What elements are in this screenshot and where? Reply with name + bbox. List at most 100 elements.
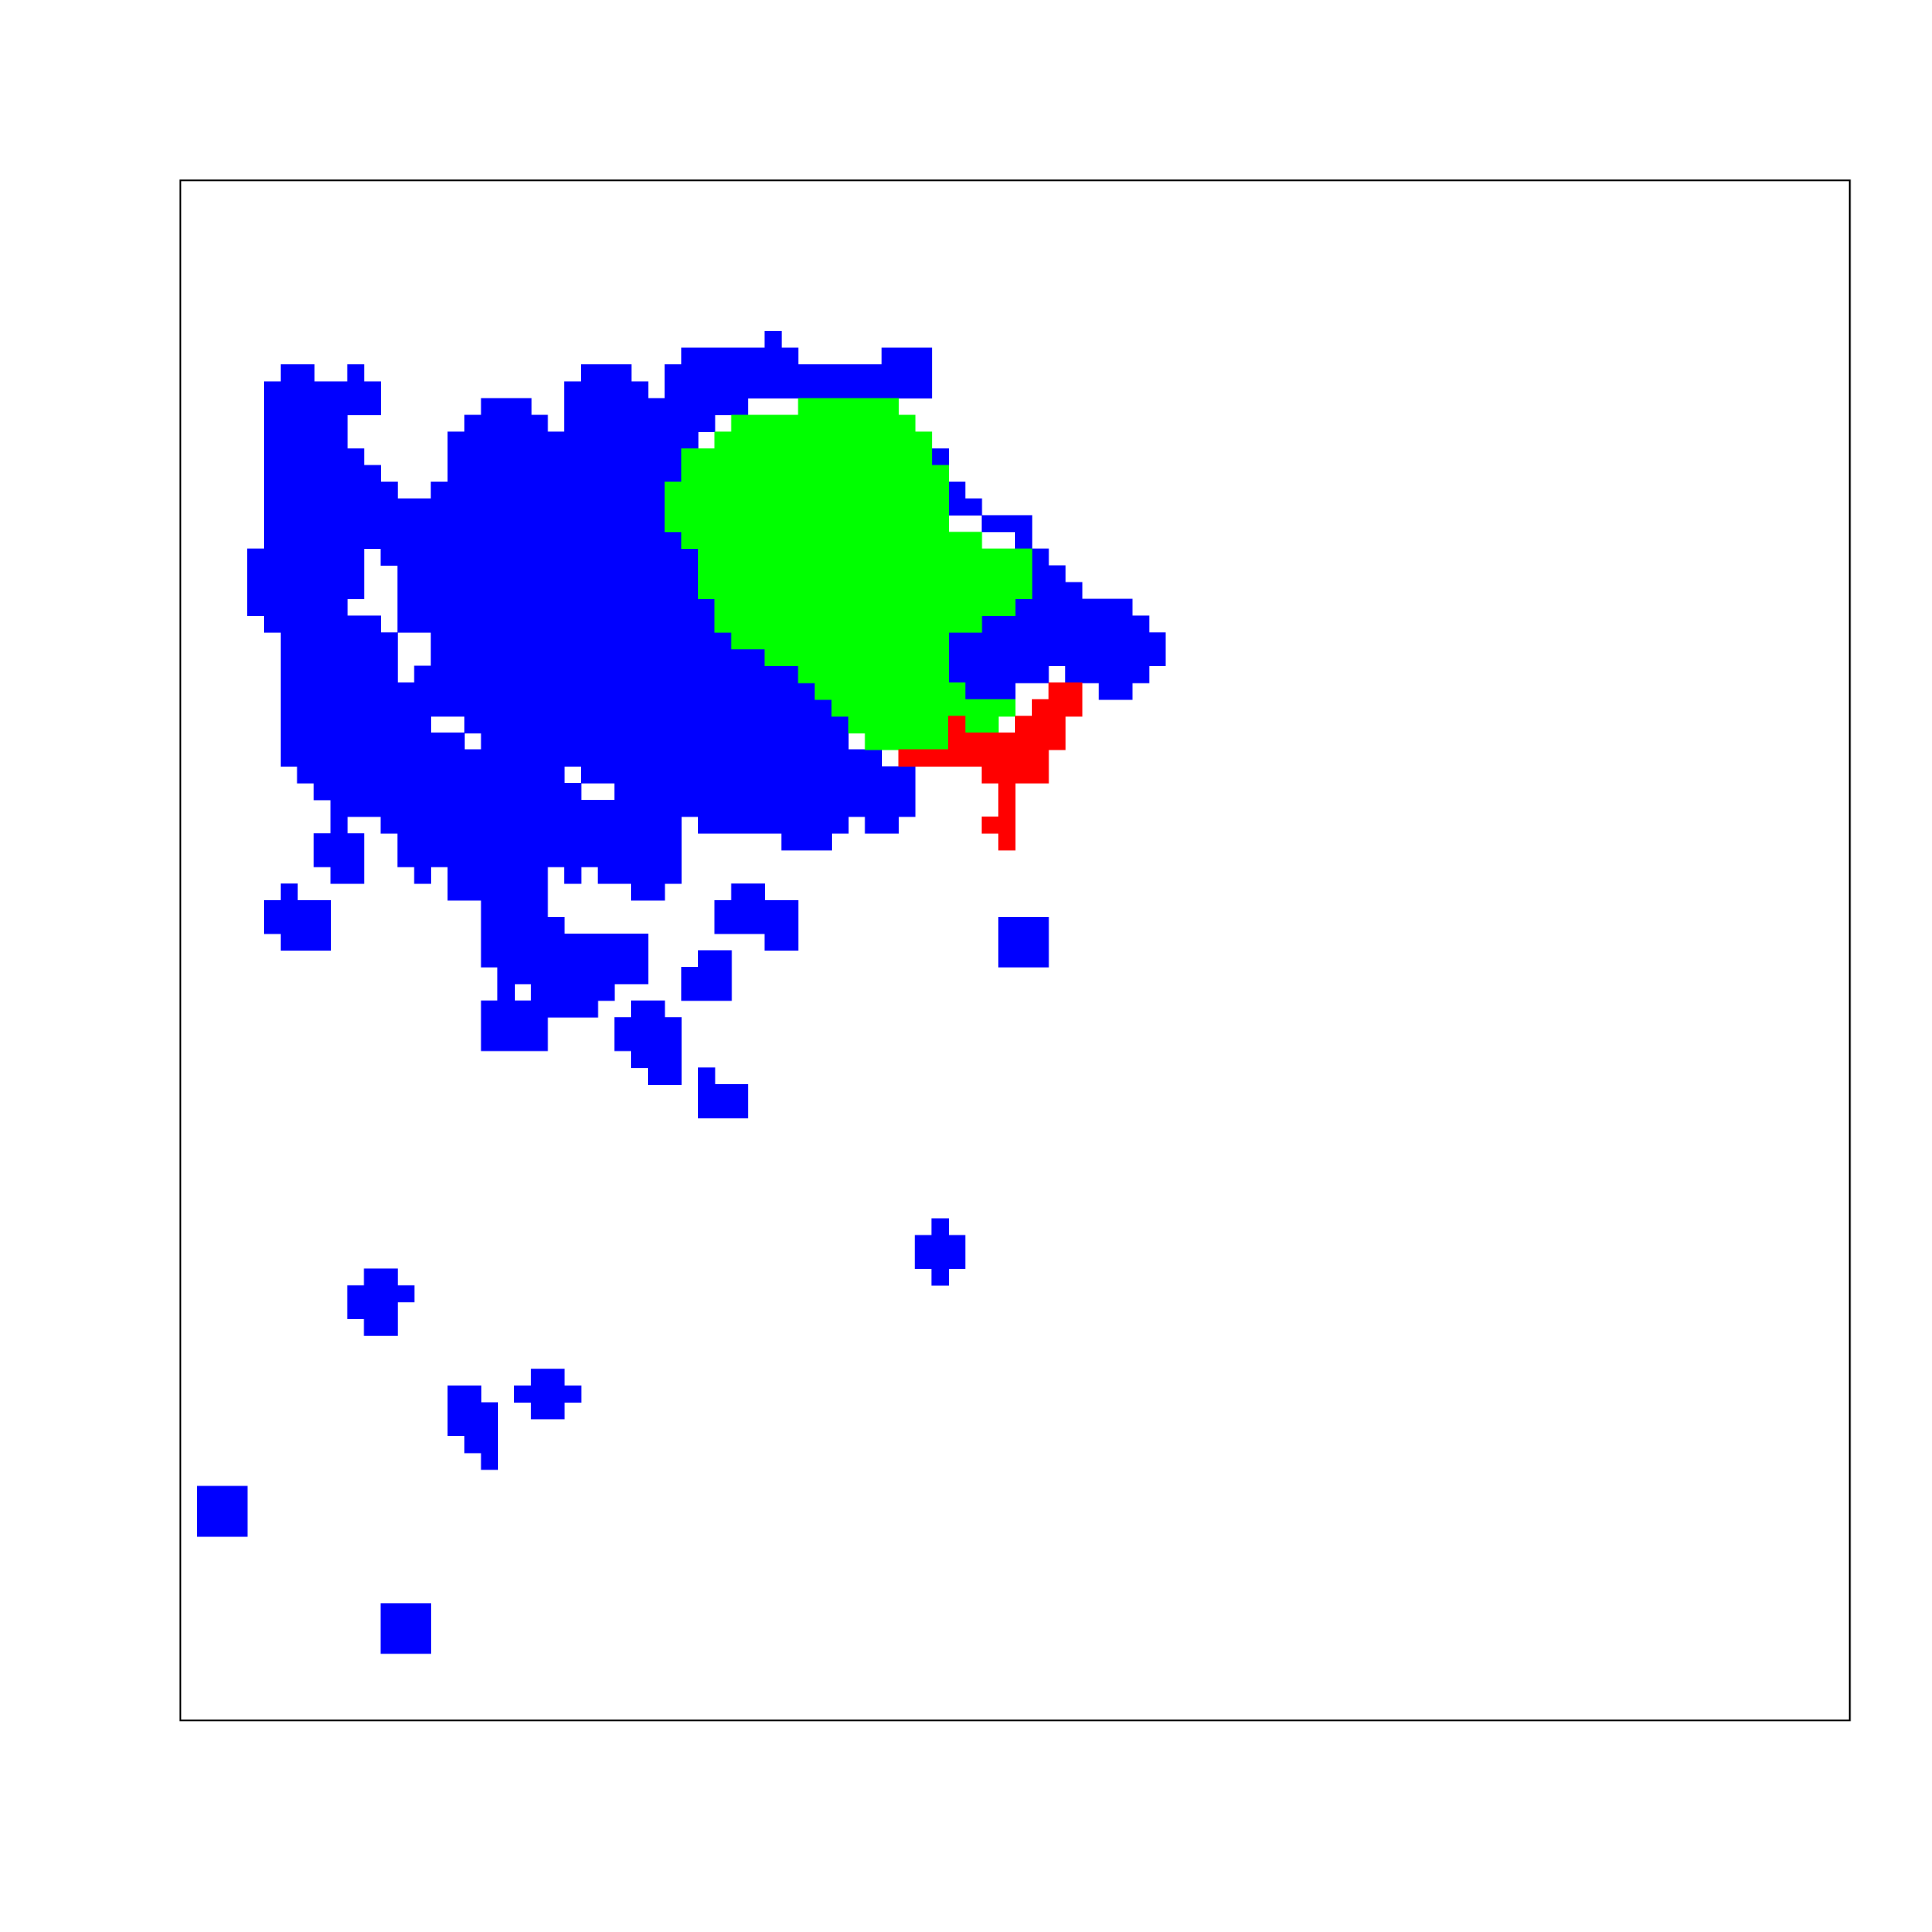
blue-cell	[531, 916, 548, 934]
blue-cell	[865, 381, 882, 398]
green-cell	[982, 598, 999, 617]
green-cell	[881, 515, 899, 533]
blue-cell	[548, 849, 565, 867]
blue-cell	[1031, 632, 1049, 650]
blue-cell	[481, 448, 498, 465]
blue-cell	[581, 649, 598, 667]
blue-cell	[598, 849, 615, 867]
blue-cell	[564, 481, 582, 500]
blue-cell	[647, 615, 665, 633]
blue-cell	[781, 381, 799, 398]
blue-cell	[414, 665, 431, 684]
blue-cell	[481, 649, 498, 667]
green-cell	[898, 515, 915, 533]
blue-cell	[614, 833, 632, 851]
green-cell	[848, 481, 865, 500]
green-cell	[881, 465, 899, 482]
blue-cell	[664, 833, 682, 851]
blue-cell	[598, 665, 615, 684]
blue-cell	[681, 381, 699, 398]
blue-cell	[263, 615, 281, 633]
green-cell	[898, 532, 915, 550]
blue-cell	[647, 799, 665, 817]
blue-cell	[347, 732, 365, 750]
blue-cell	[548, 582, 565, 600]
blue-cell	[481, 598, 498, 617]
blue-cell	[514, 565, 532, 583]
blue-cell	[414, 1603, 431, 1621]
green-cell	[681, 465, 699, 482]
blue-cell	[798, 782, 816, 801]
blue-cell	[481, 532, 498, 550]
blue-cell	[781, 665, 799, 684]
green-cell	[931, 532, 949, 550]
green-cell	[848, 548, 865, 566]
blue-cell	[497, 849, 515, 867]
blue-cell	[380, 649, 398, 667]
blue-cell	[1065, 582, 1083, 600]
blue-cell	[297, 716, 315, 734]
blue-cell	[497, 649, 515, 667]
blue-cell	[447, 598, 465, 617]
blue-cell	[397, 749, 415, 767]
green-cell	[831, 699, 849, 717]
blue-cell	[647, 582, 665, 600]
blue-cell	[965, 665, 982, 684]
blue-cell	[798, 766, 816, 784]
blue-cell	[697, 665, 716, 684]
green-cell	[931, 615, 949, 633]
blue-cell	[280, 532, 298, 550]
green-cell	[848, 515, 865, 533]
blue-cell	[1015, 632, 1033, 650]
blue-cell	[330, 431, 348, 449]
blue-cell	[598, 950, 615, 968]
blue-cell	[313, 749, 332, 767]
blue-cell	[297, 481, 315, 500]
blue-cell	[664, 1067, 682, 1085]
blue-cell	[564, 582, 582, 600]
green-cell	[998, 565, 1016, 583]
blue-cell	[548, 532, 565, 550]
blue-cell	[781, 699, 799, 717]
blue-cell	[681, 364, 699, 382]
green-cell	[865, 732, 882, 750]
blue-cell	[548, 448, 565, 465]
blue-cell	[598, 364, 615, 382]
blue-cell	[313, 582, 332, 600]
blue-cell	[397, 548, 415, 566]
blue-cell	[697, 615, 716, 633]
blue-cell	[514, 632, 532, 650]
green-cell	[931, 481, 949, 500]
green-cell	[814, 398, 833, 415]
green-cell	[865, 515, 882, 533]
green-cell	[814, 414, 833, 432]
blue-cell	[196, 1486, 215, 1504]
green-cell	[814, 548, 833, 566]
blue-cell	[731, 649, 749, 667]
blue-cell	[630, 950, 649, 968]
green-cell	[814, 582, 833, 600]
green-cell	[814, 498, 833, 516]
blue-cell	[814, 381, 833, 398]
blue-cell	[1098, 649, 1116, 667]
blue-cell	[614, 632, 632, 650]
red-cell	[1048, 682, 1066, 700]
blue-cell	[731, 1084, 749, 1102]
blue-cell	[647, 649, 665, 667]
blue-cell	[514, 515, 532, 533]
blue-cell	[630, 716, 649, 734]
blue-cell	[330, 414, 348, 432]
green-cell	[881, 414, 899, 432]
blue-cell	[330, 481, 348, 500]
blue-cell	[564, 1385, 582, 1403]
blue-cell	[664, 682, 682, 700]
blue-cell	[447, 682, 465, 700]
blue-cell	[380, 782, 398, 801]
green-cell	[931, 716, 949, 734]
blue-cell	[347, 799, 365, 817]
blue-cell	[697, 732, 716, 750]
blue-cell	[414, 816, 431, 834]
blue-cell	[714, 732, 732, 750]
blue-cell	[614, 532, 632, 550]
